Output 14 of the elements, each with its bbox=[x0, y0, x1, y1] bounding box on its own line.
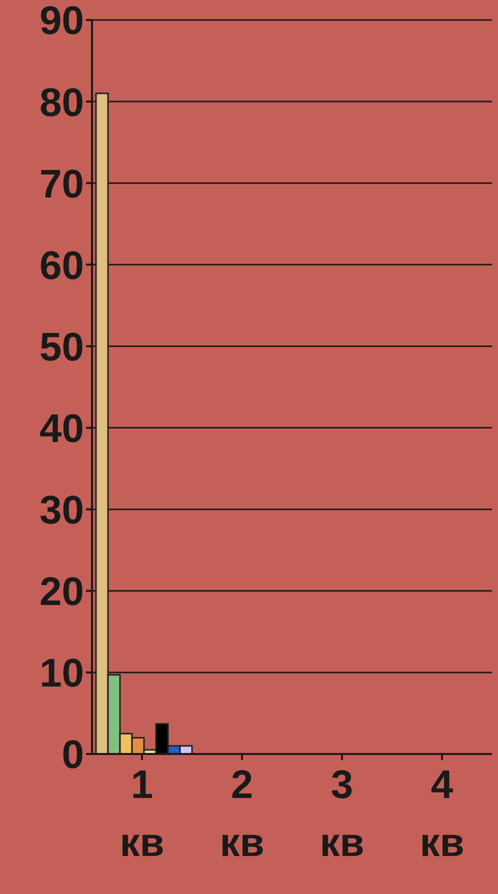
x-tick-label: 1 кв bbox=[120, 763, 164, 865]
x-tick-label: 3 кв bbox=[320, 763, 364, 865]
y-tick-label: 70 bbox=[40, 162, 84, 206]
y-tick-label: 40 bbox=[40, 406, 84, 451]
y-tick-label: 30 bbox=[40, 488, 84, 533]
y-tick-label: 80 bbox=[40, 80, 84, 125]
y-tick-label: 10 bbox=[40, 652, 84, 696]
y-tick-label: 0 bbox=[62, 733, 84, 778]
y-tick-label: 60 bbox=[40, 244, 84, 288]
x-tick-label: 4 кв bbox=[420, 763, 464, 865]
y-tick-label: 20 bbox=[40, 570, 84, 614]
x-tick-label: 2 кв bbox=[220, 763, 264, 865]
y-tick-label: 50 bbox=[40, 325, 84, 370]
y-tick-label: 90 bbox=[40, 0, 84, 44]
